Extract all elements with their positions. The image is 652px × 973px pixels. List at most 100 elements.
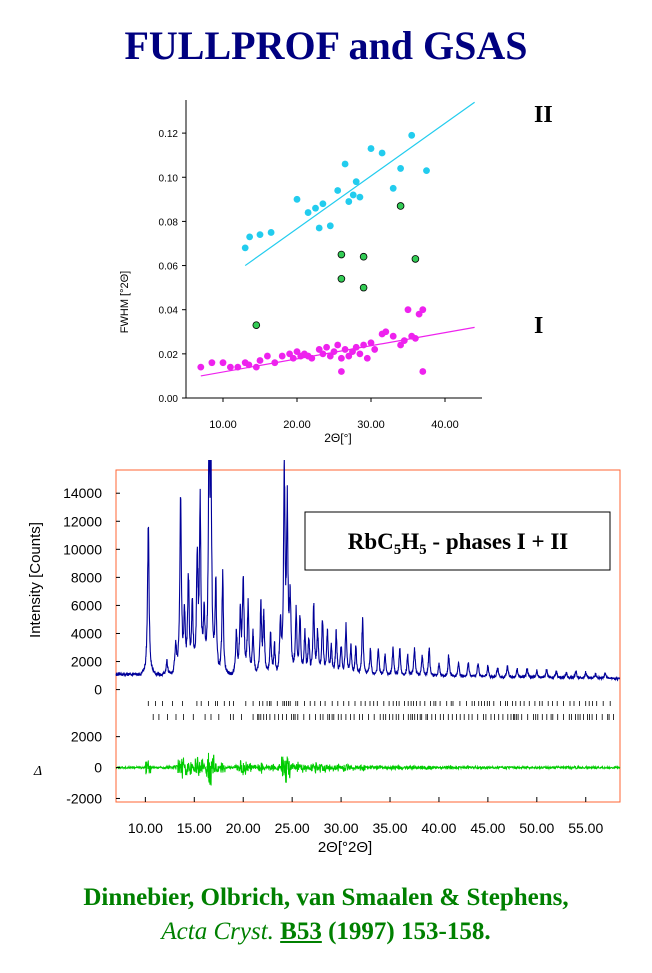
point-phase_I xyxy=(419,368,427,375)
point-phase_II xyxy=(423,167,430,175)
point-phase_I xyxy=(419,306,427,314)
y-tick-label: 12000 xyxy=(63,513,102,529)
x-tick-label: 30.00 xyxy=(357,419,385,431)
point-extra xyxy=(359,283,368,292)
x-tick-label: 20.00 xyxy=(226,820,261,836)
point-phase_I xyxy=(289,354,297,362)
point-phase_II xyxy=(341,160,349,168)
y-tick-label: 0.04 xyxy=(159,306,179,317)
x-tick-label: 15.00 xyxy=(177,820,212,836)
plot-frame xyxy=(115,469,621,803)
x-tick-label: 10.00 xyxy=(209,419,237,431)
diff-axis-label: Δ xyxy=(33,764,42,779)
point-phase_I xyxy=(264,352,271,360)
y-tick-label: 0.06 xyxy=(159,262,179,273)
x-tick-label: 25.00 xyxy=(275,820,310,836)
x-axis-label: 2Θ[°2Θ] xyxy=(318,839,372,856)
point-phase_I xyxy=(360,341,367,349)
point-phase_II xyxy=(312,204,319,212)
point-phase_I xyxy=(227,363,234,371)
point-phase_I xyxy=(234,363,242,371)
point-phase_I xyxy=(208,359,216,367)
point-phase_I xyxy=(271,359,279,367)
point-extra xyxy=(411,255,420,263)
point-phase_I xyxy=(323,343,330,351)
x-tick-label: 50.00 xyxy=(519,820,554,836)
fwhm-scatter-chart: 0.00 0.02 0.04 0.06 0.08 0.10 0.12 10.00 20.00 30… xyxy=(119,100,553,445)
point-phase_I xyxy=(341,346,349,353)
point-phase_I xyxy=(308,354,316,362)
point-extra xyxy=(337,250,346,259)
y-tick-label: 0.10 xyxy=(159,173,179,184)
x-tick-label: 35.00 xyxy=(372,820,407,836)
legend-box xyxy=(304,511,611,571)
point-phase_I xyxy=(330,348,338,356)
diff-y-tick-label: 0 xyxy=(94,760,102,776)
point-phase_II xyxy=(256,231,264,239)
point-phase_I xyxy=(245,361,253,369)
point-phase_I xyxy=(400,337,408,345)
point-phase_I xyxy=(389,332,397,340)
point-phase_I xyxy=(356,350,364,358)
point-phase_II xyxy=(352,178,360,186)
point-extra xyxy=(337,275,346,283)
point-phase_II xyxy=(267,229,275,236)
y-tick-label: 0 xyxy=(94,682,102,698)
point-phase_II xyxy=(378,149,386,157)
reference-volume: B53 xyxy=(280,918,322,945)
fit-line-phase_I xyxy=(200,326,475,377)
point-phase_I xyxy=(338,368,345,375)
point-phase_I xyxy=(412,335,419,342)
difference-curve xyxy=(115,752,621,786)
y-tick-label: 0.02 xyxy=(159,350,179,361)
point-phase_II xyxy=(334,187,342,194)
point-phase_II xyxy=(319,200,327,208)
point-phase_I xyxy=(338,354,345,362)
x-tick-label: 40.00 xyxy=(431,419,459,431)
phase-i-label: I xyxy=(534,313,543,339)
y-axis-label: FWHM [°2Θ] xyxy=(119,271,131,333)
point-phase_II xyxy=(408,131,416,139)
point-phase_I xyxy=(197,363,205,371)
reflection-ticks-phase-2 xyxy=(152,714,614,720)
powder-diffraction-chart: 0 2000 4000 6000 8000 10000 12000 14000 -2000 0 20… xyxy=(27,460,621,856)
fit-line-phase_II xyxy=(244,101,475,267)
y-tick-label: 6000 xyxy=(71,597,102,613)
point-phase_II xyxy=(389,184,397,192)
point-phase_II xyxy=(304,209,312,216)
x-tick-label: 45.00 xyxy=(470,820,505,836)
reference-authors: Dinnebier, Olbrich, van Smaalen & Stephe… xyxy=(83,884,569,911)
reference-citation: Acta Cryst. B53 (1997) 153-158. xyxy=(0,918,652,946)
point-phase_II xyxy=(246,233,254,241)
point-phase_I xyxy=(352,343,360,351)
y-axis-label: Intensity [Counts] xyxy=(27,522,44,638)
point-phase_II xyxy=(367,145,375,152)
point-phase_I xyxy=(319,350,327,358)
point-extra xyxy=(359,252,368,261)
point-phase_II xyxy=(397,165,404,172)
point-phase_I xyxy=(382,328,390,336)
point-phase_II xyxy=(293,195,301,203)
diff-y-tick-label: 2000 xyxy=(71,729,102,745)
y-tick-label: 10000 xyxy=(63,541,102,557)
point-phase_II xyxy=(315,224,323,232)
x-tick-label: 10.00 xyxy=(128,820,163,836)
y-tick-label: 0.08 xyxy=(159,217,179,228)
point-phase_I xyxy=(371,346,379,353)
x-tick-label: 40.00 xyxy=(421,820,456,836)
point-phase_II xyxy=(345,198,353,205)
y-tick-label: 0.00 xyxy=(159,394,179,405)
point-phase_II xyxy=(241,244,249,252)
point-phase_I xyxy=(278,352,286,360)
point-phase_II xyxy=(356,193,364,201)
reference-journal: Acta Cryst. xyxy=(161,918,274,945)
point-extra xyxy=(396,202,405,210)
y-tick-label: 8000 xyxy=(71,569,102,585)
point-phase_I xyxy=(256,357,264,364)
point-phase_II xyxy=(326,222,334,230)
x-tick-label: 55.00 xyxy=(568,820,603,836)
point-phase_II xyxy=(349,191,357,199)
point-phase_I xyxy=(219,359,227,367)
y-tick-label: 2000 xyxy=(71,654,102,670)
x-tick-label: 30.00 xyxy=(324,820,359,836)
